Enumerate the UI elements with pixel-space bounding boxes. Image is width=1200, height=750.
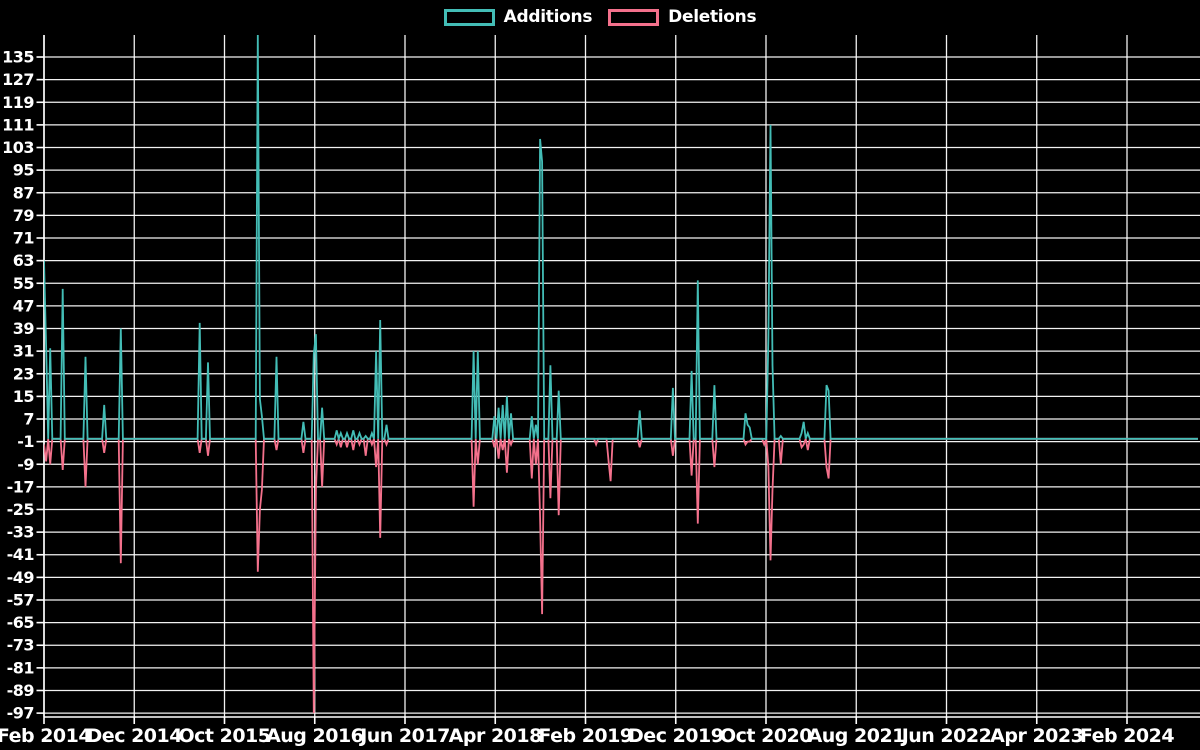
legend-label-deletions: Deletions bbox=[668, 7, 757, 27]
svg-text:Oct 2015: Oct 2015 bbox=[179, 725, 271, 747]
svg-text:-49: -49 bbox=[7, 568, 35, 587]
svg-text:55: 55 bbox=[13, 274, 35, 293]
svg-text:Jun 2022: Jun 2022 bbox=[900, 725, 992, 747]
svg-text:79: 79 bbox=[13, 206, 35, 225]
svg-text:-41: -41 bbox=[7, 545, 35, 564]
svg-text:87: 87 bbox=[13, 183, 34, 202]
legend-item-deletions: Deletions bbox=[608, 7, 757, 27]
svg-text:Apr 2018: Apr 2018 bbox=[449, 725, 542, 747]
svg-text:Feb 2024: Feb 2024 bbox=[1080, 725, 1174, 747]
svg-text:135: 135 bbox=[2, 48, 34, 67]
legend-item-additions: Additions bbox=[443, 7, 593, 27]
svg-text:Feb 2019: Feb 2019 bbox=[538, 725, 632, 747]
x-gridlines bbox=[43, 35, 1128, 717]
deletions-line bbox=[44, 435, 1198, 714]
svg-text:Feb 2014: Feb 2014 bbox=[0, 725, 91, 747]
svg-text:-89: -89 bbox=[7, 681, 35, 700]
svg-text:-65: -65 bbox=[7, 613, 35, 632]
tick-marks bbox=[36, 56, 1128, 724]
svg-text:-1: -1 bbox=[17, 432, 34, 451]
svg-text:-17: -17 bbox=[7, 477, 34, 496]
svg-text:Apr 2023: Apr 2023 bbox=[990, 725, 1083, 747]
svg-text:Dec 2014: Dec 2014 bbox=[87, 725, 183, 747]
svg-text:Oct 2020: Oct 2020 bbox=[720, 725, 812, 747]
svg-text:-97: -97 bbox=[7, 704, 34, 723]
additions-line bbox=[44, 35, 1198, 442]
legend-label-additions: Additions bbox=[503, 7, 593, 27]
svg-text:Aug 2016: Aug 2016 bbox=[266, 725, 364, 747]
svg-text:Dec 2019: Dec 2019 bbox=[628, 725, 723, 747]
svg-text:119: 119 bbox=[2, 93, 34, 112]
svg-text:-73: -73 bbox=[7, 636, 34, 655]
svg-text:-57: -57 bbox=[7, 590, 34, 609]
svg-text:-33: -33 bbox=[7, 523, 34, 542]
svg-text:-81: -81 bbox=[7, 658, 35, 677]
svg-text:-25: -25 bbox=[7, 500, 35, 519]
additions-swatch-icon bbox=[443, 8, 495, 26]
svg-text:71: 71 bbox=[13, 229, 35, 248]
svg-text:15: 15 bbox=[13, 387, 35, 406]
svg-text:Aug 2021: Aug 2021 bbox=[808, 725, 905, 747]
y-gridlines bbox=[44, 56, 1200, 714]
svg-text:127: 127 bbox=[2, 70, 34, 89]
svg-text:23: 23 bbox=[13, 364, 34, 383]
svg-text:111: 111 bbox=[2, 115, 34, 134]
svg-text:7: 7 bbox=[23, 410, 34, 429]
axes-spines bbox=[43, 35, 1200, 718]
y-tick-labels: 135 127 119 111 103 95 87 79 71 63 55 47 39 31 23 15 7 -1… bbox=[2, 48, 35, 723]
svg-text:31: 31 bbox=[13, 342, 35, 361]
svg-text:63: 63 bbox=[13, 251, 34, 270]
svg-text:47: 47 bbox=[13, 296, 34, 315]
svg-text:95: 95 bbox=[13, 161, 35, 180]
svg-text:-9: -9 bbox=[17, 455, 34, 474]
chart-legend: Additions Deletions bbox=[0, 7, 1200, 27]
svg-text:Jun 2017: Jun 2017 bbox=[358, 725, 450, 747]
svg-text:39: 39 bbox=[13, 319, 35, 338]
deletions-swatch-icon bbox=[608, 8, 660, 26]
svg-text:103: 103 bbox=[2, 138, 34, 157]
